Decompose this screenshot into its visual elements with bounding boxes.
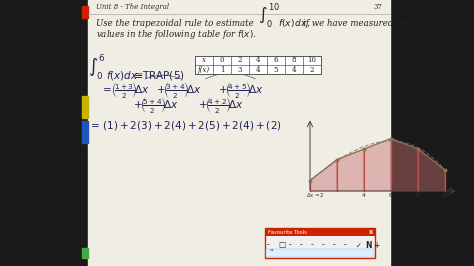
Text: 4: 4 xyxy=(362,193,366,198)
Text: 6: 6 xyxy=(389,193,393,198)
Text: $+\!\left(\!\frac{5+4}{2}\!\right)\!\Delta x$: $+\!\left(\!\frac{5+4}{2}\!\right)\!\Del… xyxy=(133,95,179,115)
Text: 3: 3 xyxy=(238,65,242,73)
Text: ": " xyxy=(269,248,273,257)
Text: N: N xyxy=(365,240,372,250)
Bar xyxy=(82,6,88,18)
Text: 8: 8 xyxy=(292,56,296,64)
Text: 2: 2 xyxy=(238,56,242,64)
Text: 4: 4 xyxy=(256,65,260,73)
Text: 8: 8 xyxy=(416,193,420,198)
Text: -: - xyxy=(311,240,314,250)
Text: $+\!\left(\!\frac{4+2}{2}\!\right)\!\Delta x$: $+\!\left(\!\frac{4+2}{2}\!\right)\!\Del… xyxy=(198,95,244,115)
Text: Use the trapezoidal rule to estimate: Use the trapezoidal rule to estimate xyxy=(96,19,254,28)
Text: values in the following table for $f(x)$.: values in the following table for $f(x)$… xyxy=(96,28,256,41)
Text: $+\!\left(\!\frac{3+4}{2}\!\right)\!\Delta x$: $+\!\left(\!\frac{3+4}{2}\!\right)\!\Del… xyxy=(156,80,202,100)
Text: x: x xyxy=(202,56,206,64)
Text: -: - xyxy=(344,240,347,250)
Polygon shape xyxy=(418,149,445,191)
Text: 1: 1 xyxy=(220,65,224,73)
Bar xyxy=(82,96,88,118)
Text: 10: 10 xyxy=(441,193,449,198)
Text: 4: 4 xyxy=(292,65,296,73)
Text: $f(x)\,dx,$: $f(x)\,dx,$ xyxy=(278,17,310,29)
Text: Unit 8 - The Integral: Unit 8 - The Integral xyxy=(96,3,169,11)
Text: 4: 4 xyxy=(256,56,260,64)
Text: -: - xyxy=(300,240,303,250)
Text: $\checkmark$: $\checkmark$ xyxy=(355,242,362,248)
Text: $\int_0^{10}$: $\int_0^{10}$ xyxy=(258,2,280,31)
Bar xyxy=(82,121,88,143)
Text: -: - xyxy=(333,240,336,250)
Bar xyxy=(195,56,321,74)
Text: $=\!\left(\!\frac{1+3}{2}\!\right)\!\Delta x$: $=\!\left(\!\frac{1+3}{2}\!\right)\!\Del… xyxy=(100,80,150,100)
Text: 5: 5 xyxy=(274,65,278,73)
Text: □: □ xyxy=(278,240,285,250)
Text: $\mathrm{TRAP(5)}$: $\mathrm{TRAP(5)}$ xyxy=(142,69,185,81)
Text: +: + xyxy=(373,240,379,250)
Text: -: - xyxy=(322,240,325,250)
Text: if we have measured the: if we have measured the xyxy=(303,19,410,28)
Bar xyxy=(82,248,88,258)
Text: 0: 0 xyxy=(220,56,224,64)
Text: -: - xyxy=(289,240,292,250)
Polygon shape xyxy=(391,139,418,191)
Text: $\Delta x{=}2$: $\Delta x{=}2$ xyxy=(306,191,325,199)
Text: $\int_0^6$: $\int_0^6$ xyxy=(88,52,106,81)
Text: $=\,(1)+2(3)+2(4)+2(5)+2(4)+(2)$: $=\,(1)+2(3)+2(4)+2(5)+2(4)+(2)$ xyxy=(88,118,282,131)
Bar xyxy=(265,228,375,236)
Text: -: - xyxy=(267,240,270,250)
Bar xyxy=(88,0,390,266)
Text: 6: 6 xyxy=(274,56,278,64)
Text: $+\!\left(\!\frac{4+5}{2}\!\right)\!\Delta x$: $+\!\left(\!\frac{4+5}{2}\!\right)\!\Del… xyxy=(218,80,264,100)
Bar xyxy=(266,249,374,257)
Text: 2: 2 xyxy=(310,65,314,73)
Text: 10: 10 xyxy=(308,56,317,64)
Text: f(x): f(x) xyxy=(198,65,210,73)
Text: $f(x)dx$: $f(x)dx$ xyxy=(106,69,139,81)
Text: Favourite Tools: Favourite Tools xyxy=(268,230,307,235)
Bar xyxy=(265,228,375,258)
Text: X: X xyxy=(369,230,373,235)
Polygon shape xyxy=(364,139,391,191)
Polygon shape xyxy=(337,149,364,191)
Text: $\cong$: $\cong$ xyxy=(131,70,143,80)
Text: 37: 37 xyxy=(374,3,383,11)
Polygon shape xyxy=(310,160,337,191)
